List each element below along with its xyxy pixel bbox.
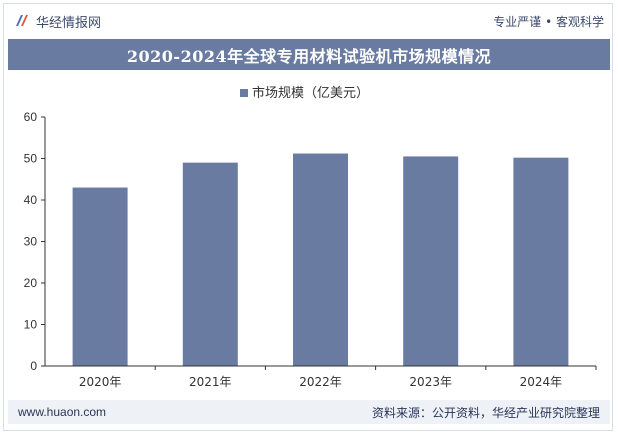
y-tick-label: 0	[30, 359, 37, 373]
chart-title: 2020-2024年全球专用材料试验机市场规模情况	[126, 46, 492, 66]
legend-label: 市场规模（亿美元）	[252, 85, 369, 101]
x-axis: 2020年 2021年 2022年 2023年 2024年	[45, 365, 597, 389]
slogan: 专业严谨 • 客观科学	[493, 14, 604, 29]
y-tick-label: 40	[24, 193, 38, 207]
y-tick-label: 30	[24, 235, 38, 249]
source-note: 资料来源：公开资料，华经产业研究院整理	[371, 405, 600, 420]
bar-1	[72, 187, 128, 366]
y-tick-label: 20	[24, 276, 38, 290]
brand-name: 华经情报网	[36, 15, 102, 31]
y-tick-label: 60	[24, 110, 38, 124]
bar-4	[403, 156, 459, 366]
brand: 华经情报网	[14, 12, 101, 31]
y-axis: 0 10 20 30 40 50 60	[24, 110, 46, 373]
y-tick-label: 10	[24, 318, 38, 332]
top-bar: 华经情报网 专业严谨 • 客观科学	[8, 8, 610, 34]
x-tick-label: 2024年	[520, 375, 563, 389]
footer: www.huaon.com 资料来源：公开资料，华经产业研究院整理	[8, 400, 610, 424]
logo-icon	[16, 15, 28, 26]
y-tick-label: 50	[24, 152, 38, 166]
x-tick-label: 2022年	[299, 375, 342, 389]
title-bar: 2020-2024年全球专用材料试验机市场规模情况	[8, 39, 610, 70]
website-link[interactable]: www.huaon.com	[18, 405, 107, 419]
x-tick-label: 2020年	[79, 375, 122, 389]
legend: 市场规模（亿美元）	[240, 85, 369, 101]
legend-swatch	[240, 89, 248, 97]
bars	[72, 153, 569, 366]
bar-2	[182, 162, 238, 366]
bar-3	[293, 153, 348, 366]
x-tick-label: 2023年	[409, 375, 452, 389]
bar-5	[513, 157, 569, 366]
x-tick-label: 2021年	[189, 375, 232, 389]
